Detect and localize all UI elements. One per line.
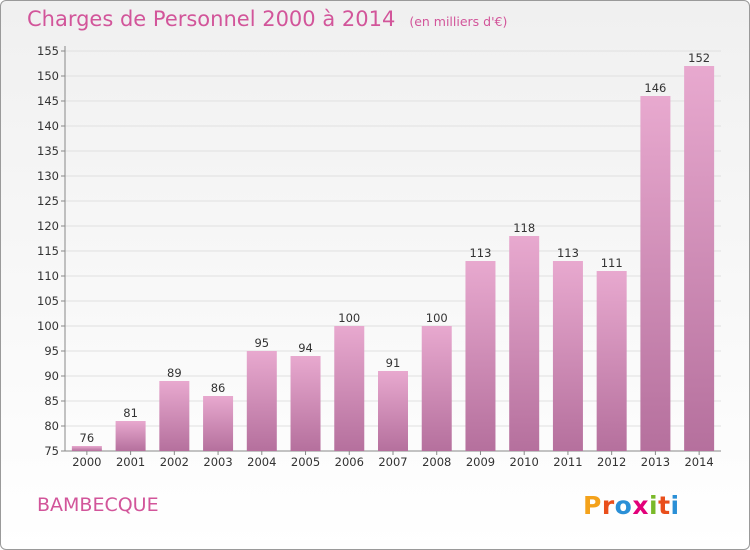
- chart-subtitle: (en milliers d'€): [409, 14, 508, 29]
- x-tick-label-2006: 2006: [335, 455, 364, 469]
- y-tick-label: 100: [37, 319, 59, 333]
- value-label-2010: 118: [513, 221, 535, 235]
- bar-2002: [159, 381, 190, 451]
- bar-2014: [684, 66, 715, 451]
- bar-2008: [421, 326, 452, 451]
- logo-letter: r: [601, 491, 615, 520]
- logo-letter: i: [670, 491, 680, 520]
- y-tick-label: 95: [44, 344, 59, 358]
- bar-2006: [334, 326, 365, 451]
- y-tick-label: 110: [37, 269, 59, 283]
- value-label-2013: 146: [644, 81, 666, 95]
- value-label-2002: 89: [167, 366, 182, 380]
- x-tick-label-2009: 2009: [466, 455, 495, 469]
- logo-letter: i: [649, 491, 659, 520]
- x-tick-label-2004: 2004: [247, 455, 276, 469]
- x-tick-label-2007: 2007: [378, 455, 407, 469]
- value-label-2004: 95: [254, 336, 269, 350]
- chart-title: Charges de Personnel 2000 à 2014 (en mill…: [27, 7, 507, 31]
- value-label-2005: 94: [298, 341, 313, 355]
- x-tick-label-2008: 2008: [422, 455, 451, 469]
- y-tick-label: 90: [44, 369, 59, 383]
- bar-2005: [290, 356, 321, 451]
- chart-title-text: Charges de Personnel 2000 à 2014: [27, 7, 396, 31]
- bar-2011: [552, 261, 583, 451]
- value-label-2009: 113: [469, 246, 491, 260]
- x-tick-label-2014: 2014: [684, 455, 713, 469]
- commune-name: BAMBECQUE: [37, 494, 159, 516]
- y-tick-label: 120: [37, 219, 59, 233]
- value-label-2014: 152: [688, 51, 710, 65]
- x-tick-label-2001: 2001: [116, 455, 145, 469]
- bar-2013: [640, 96, 671, 451]
- x-tick-label-2013: 2013: [641, 455, 670, 469]
- y-tick-label: 115: [37, 244, 59, 258]
- value-label-2011: 113: [557, 246, 579, 260]
- value-label-2000: 76: [80, 431, 95, 445]
- y-tick-label: 125: [37, 194, 59, 208]
- bar-2004: [246, 351, 277, 451]
- logo-letter: o: [614, 491, 633, 520]
- value-label-2003: 86: [211, 381, 226, 395]
- logo-letter: t: [658, 491, 671, 520]
- x-tick-label-2012: 2012: [597, 455, 626, 469]
- y-tick-label: 85: [44, 394, 59, 408]
- logo-letter: P: [583, 491, 602, 520]
- y-tick-label: 105: [37, 294, 59, 308]
- bar-2003: [203, 396, 234, 451]
- bar-2000: [71, 446, 102, 451]
- bar-2012: [596, 271, 627, 451]
- x-tick-label-2000: 2000: [72, 455, 101, 469]
- bar-2010: [509, 236, 540, 451]
- logo-letter: x: [632, 491, 649, 520]
- x-tick-label-2011: 2011: [553, 455, 582, 469]
- bar-2001: [115, 421, 146, 451]
- value-label-2008: 100: [426, 311, 448, 325]
- y-tick-label: 145: [37, 94, 59, 108]
- y-tick-label: 130: [37, 169, 59, 183]
- y-tick-label: 75: [44, 444, 59, 458]
- x-tick-label-2005: 2005: [291, 455, 320, 469]
- value-label-2006: 100: [338, 311, 360, 325]
- y-tick-label: 140: [37, 119, 59, 133]
- proxiti-logo: Proxiti: [583, 491, 680, 520]
- x-tick-label-2010: 2010: [510, 455, 539, 469]
- bar-2009: [465, 261, 496, 451]
- y-tick-label: 155: [37, 44, 59, 58]
- x-tick-label-2002: 2002: [160, 455, 189, 469]
- value-label-2012: 111: [601, 256, 623, 270]
- y-tick-label: 135: [37, 144, 59, 158]
- x-tick-label-2003: 2003: [203, 455, 232, 469]
- value-label-2001: 81: [123, 406, 138, 420]
- bar-2007: [378, 371, 408, 451]
- y-tick-label: 80: [44, 419, 59, 433]
- value-label-2007: 91: [386, 356, 401, 370]
- y-tick-label: 150: [37, 69, 59, 83]
